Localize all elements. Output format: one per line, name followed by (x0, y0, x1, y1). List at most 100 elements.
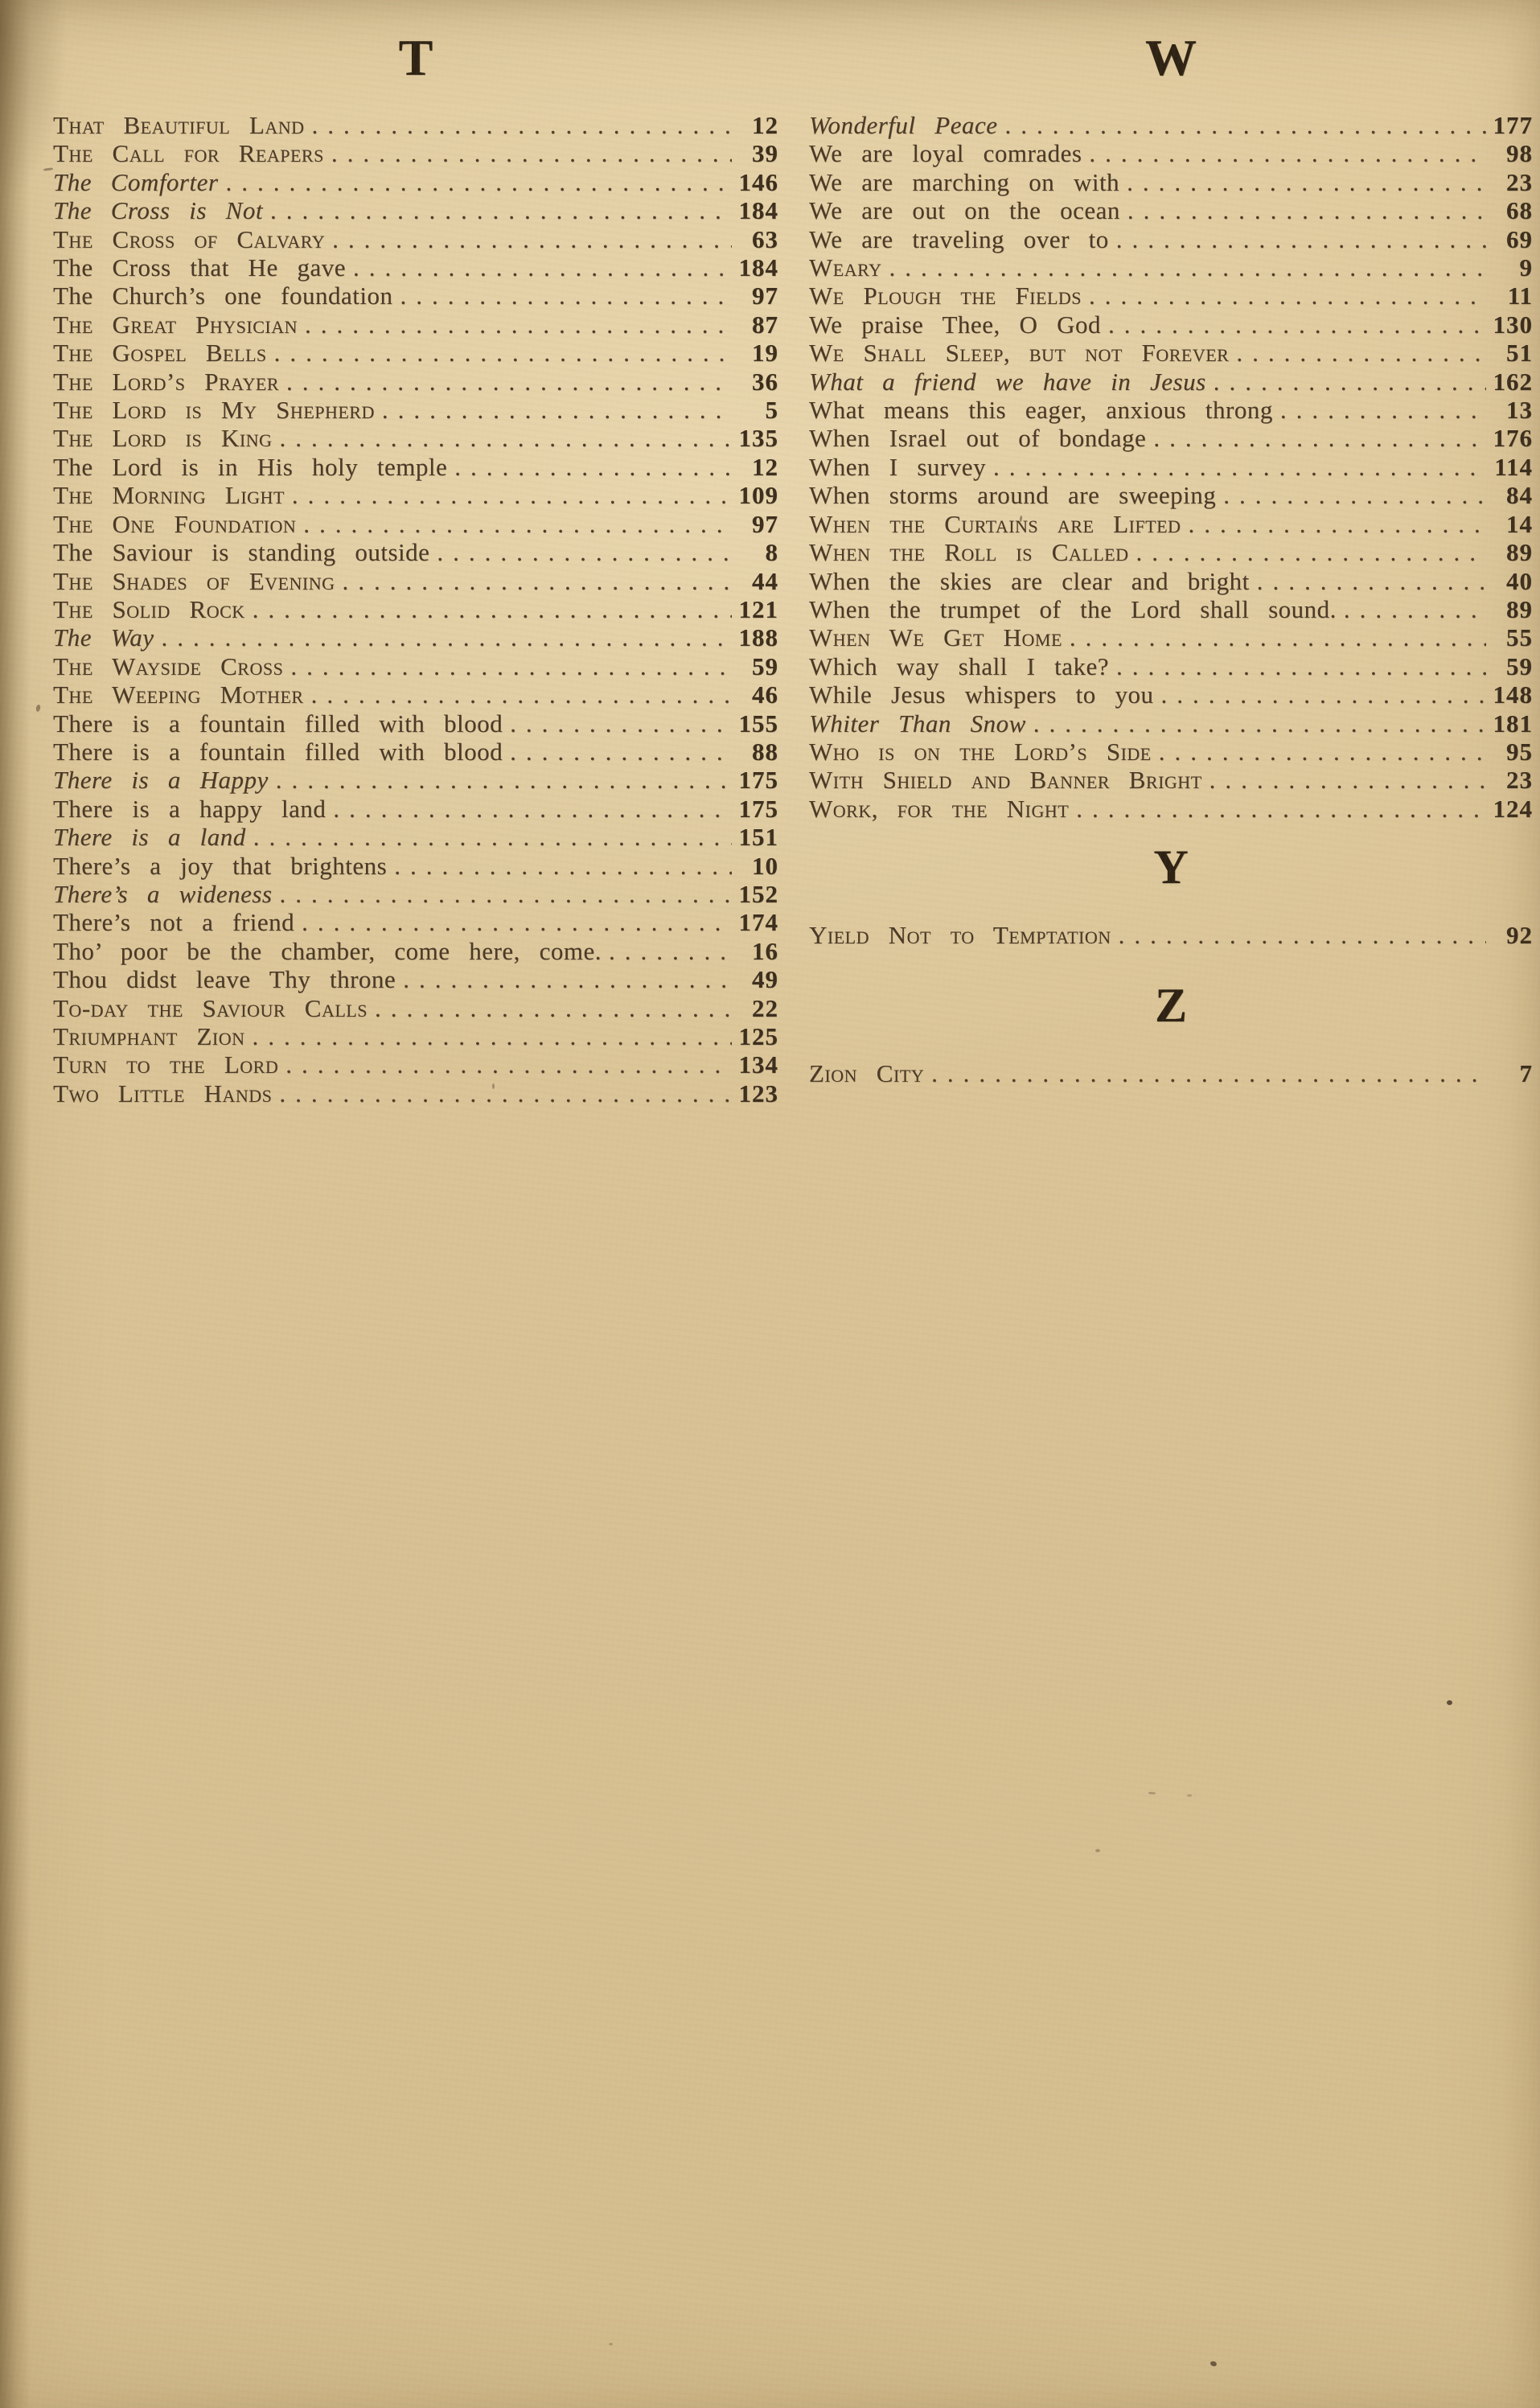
entry-title: Zion City (809, 1058, 925, 1087)
page-number: 87 (752, 310, 778, 339)
page-number: 12 (752, 111, 778, 139)
entry-title: The Shades of Evening (53, 566, 335, 595)
entry-title: The Lord is My Shepherd (53, 396, 375, 425)
dot-leader: ........................................… (1160, 680, 1486, 709)
entry-title: That Beautiful Land (53, 111, 305, 139)
dot-leader: ........................................… (305, 310, 732, 339)
page-number: 84 (1506, 481, 1533, 510)
page-number: 11 (1507, 281, 1533, 310)
dot-leader: ........................................… (1213, 367, 1486, 396)
index-entry: When the Curtains are Lifted............… (809, 510, 1533, 538)
dot-leader: ........................................… (1076, 794, 1486, 823)
page-number: 130 (1493, 310, 1533, 339)
entry-title: While Jesus whispers to you (809, 680, 1154, 709)
page-number: 89 (1506, 538, 1533, 567)
entry-title: When the skies are clear and bright (809, 566, 1250, 595)
dot-leader: ........................................… (342, 566, 732, 595)
dot-leader: ........................................… (1004, 111, 1487, 139)
index-entry: Yield Not to Temptation.................… (809, 921, 1533, 949)
entry-title: When storms around are sweeping (809, 481, 1217, 510)
dot-leader: ........................................… (1158, 737, 1486, 766)
index-entry: Wonderful Peace.........................… (809, 111, 1533, 139)
dot-leader: ........................................… (286, 367, 732, 396)
dot-leader: ........................................… (1115, 224, 1486, 253)
entry-title: The One Foundation (53, 509, 297, 538)
dot-leader: ........................................… (253, 823, 732, 852)
entry-title: The Cross of Calvary (53, 224, 326, 253)
entry-title: The Great Physician (53, 310, 298, 339)
dot-leader: ........................................… (1153, 424, 1486, 453)
page-number: 95 (1506, 737, 1533, 766)
page-number: 51 (1506, 339, 1533, 368)
page-number: 125 (738, 1022, 778, 1050)
index-entry: The Cross of Calvary....................… (53, 225, 778, 253)
page-number: 59 (752, 651, 778, 680)
page-number: 188 (738, 623, 778, 652)
dot-leader: ........................................… (1089, 139, 1486, 168)
index-entry: Triumphant Zion.........................… (53, 1022, 778, 1050)
index-entry: There is a fountain filled with blood...… (53, 738, 778, 766)
index-entry: Weary...................................… (809, 253, 1533, 281)
dot-leader: ........................................… (1127, 167, 1486, 196)
index-entry: What a friend we have in Jesus..........… (809, 368, 1533, 396)
section-header-y: Y (1153, 840, 1189, 894)
dot-leader: ........................................… (225, 167, 732, 196)
entry-title: The Cross that He gave (53, 253, 346, 282)
index-entry: Which way shall I take?.................… (809, 652, 1533, 680)
dot-leader: ........................................… (303, 509, 732, 538)
page-number: 63 (752, 224, 778, 253)
index-entry: When Israel out of bondage..............… (809, 424, 1533, 452)
dot-leader: ........................................… (1127, 196, 1486, 225)
page-number: 55 (1506, 623, 1533, 652)
index-entry: The Church’s one foundation.............… (53, 281, 778, 310)
index-entry: We are loyal comrades...................… (809, 139, 1533, 167)
page-number: 98 (1506, 139, 1533, 168)
index-entry: When We Get Home........................… (809, 623, 1533, 651)
index-entry: The Lord is King........................… (53, 424, 778, 452)
ink-speck (1148, 1791, 1156, 1795)
entry-title: When the Curtains are Lifted (809, 509, 1181, 538)
index-entry: We are marching on with.................… (809, 168, 1533, 196)
page-number: 175 (738, 794, 778, 823)
index-entry: The Lord is in His holy temple..........… (53, 453, 778, 481)
ink-speck (492, 1083, 495, 1089)
dot-leader: ........................................… (403, 965, 732, 994)
page-number: 23 (1506, 167, 1533, 196)
index-entry: To-day the Saviour Calls................… (53, 994, 778, 1022)
ink-speck (1187, 1794, 1192, 1797)
page-number: 177 (1493, 111, 1533, 139)
dot-leader: ........................................… (609, 936, 732, 965)
index-entry: The Gospel Bells........................… (53, 339, 778, 367)
index-entry: There is a land.........................… (53, 823, 778, 851)
dot-leader: ........................................… (161, 623, 733, 652)
page-number: 123 (738, 1079, 778, 1107)
index-column-right: W Wonderful Peace........................… (809, 19, 1533, 1087)
dot-leader: ........................................… (381, 396, 732, 425)
dot-leader: ........................................… (993, 452, 1486, 481)
entry-title: When Israel out of bondage (809, 424, 1147, 453)
dot-leader: ........................................… (252, 1022, 732, 1050)
dot-leader: ........................................… (889, 253, 1486, 282)
entry-title: There is a fountain filled with blood (53, 737, 503, 766)
dot-leader: ........................................… (290, 651, 732, 680)
entry-title: There’s not a friend (53, 908, 295, 937)
entry-title: Which way shall I take? (809, 651, 1110, 680)
index-entry: The Cross is Not........................… (53, 196, 778, 224)
entry-title: There’s a joy that brightens (53, 851, 388, 880)
index-entry: The One Foundation......................… (53, 510, 778, 538)
index-entry: The Saviour is standing outside.........… (53, 538, 778, 566)
dot-leader: ........................................… (279, 879, 733, 908)
dot-leader: ........................................… (1118, 921, 1486, 950)
entry-title: We Plough the Fields (809, 281, 1082, 310)
section-header-t: T (398, 29, 433, 86)
page-number: 109 (738, 481, 778, 510)
index-entry: That Beautiful Land.....................… (53, 111, 778, 139)
entry-title: We are out on the ocean (809, 196, 1120, 225)
entry-title: The Lord’s Prayer (53, 367, 279, 396)
page-number: 5 (765, 396, 778, 425)
index-entry: We Shall Sleep, but not Forever.........… (809, 339, 1533, 367)
dot-leader: ........................................… (332, 224, 732, 253)
index-entry: Thou didst leave Thy throne.............… (53, 965, 778, 993)
dot-leader: ........................................… (1188, 509, 1486, 538)
